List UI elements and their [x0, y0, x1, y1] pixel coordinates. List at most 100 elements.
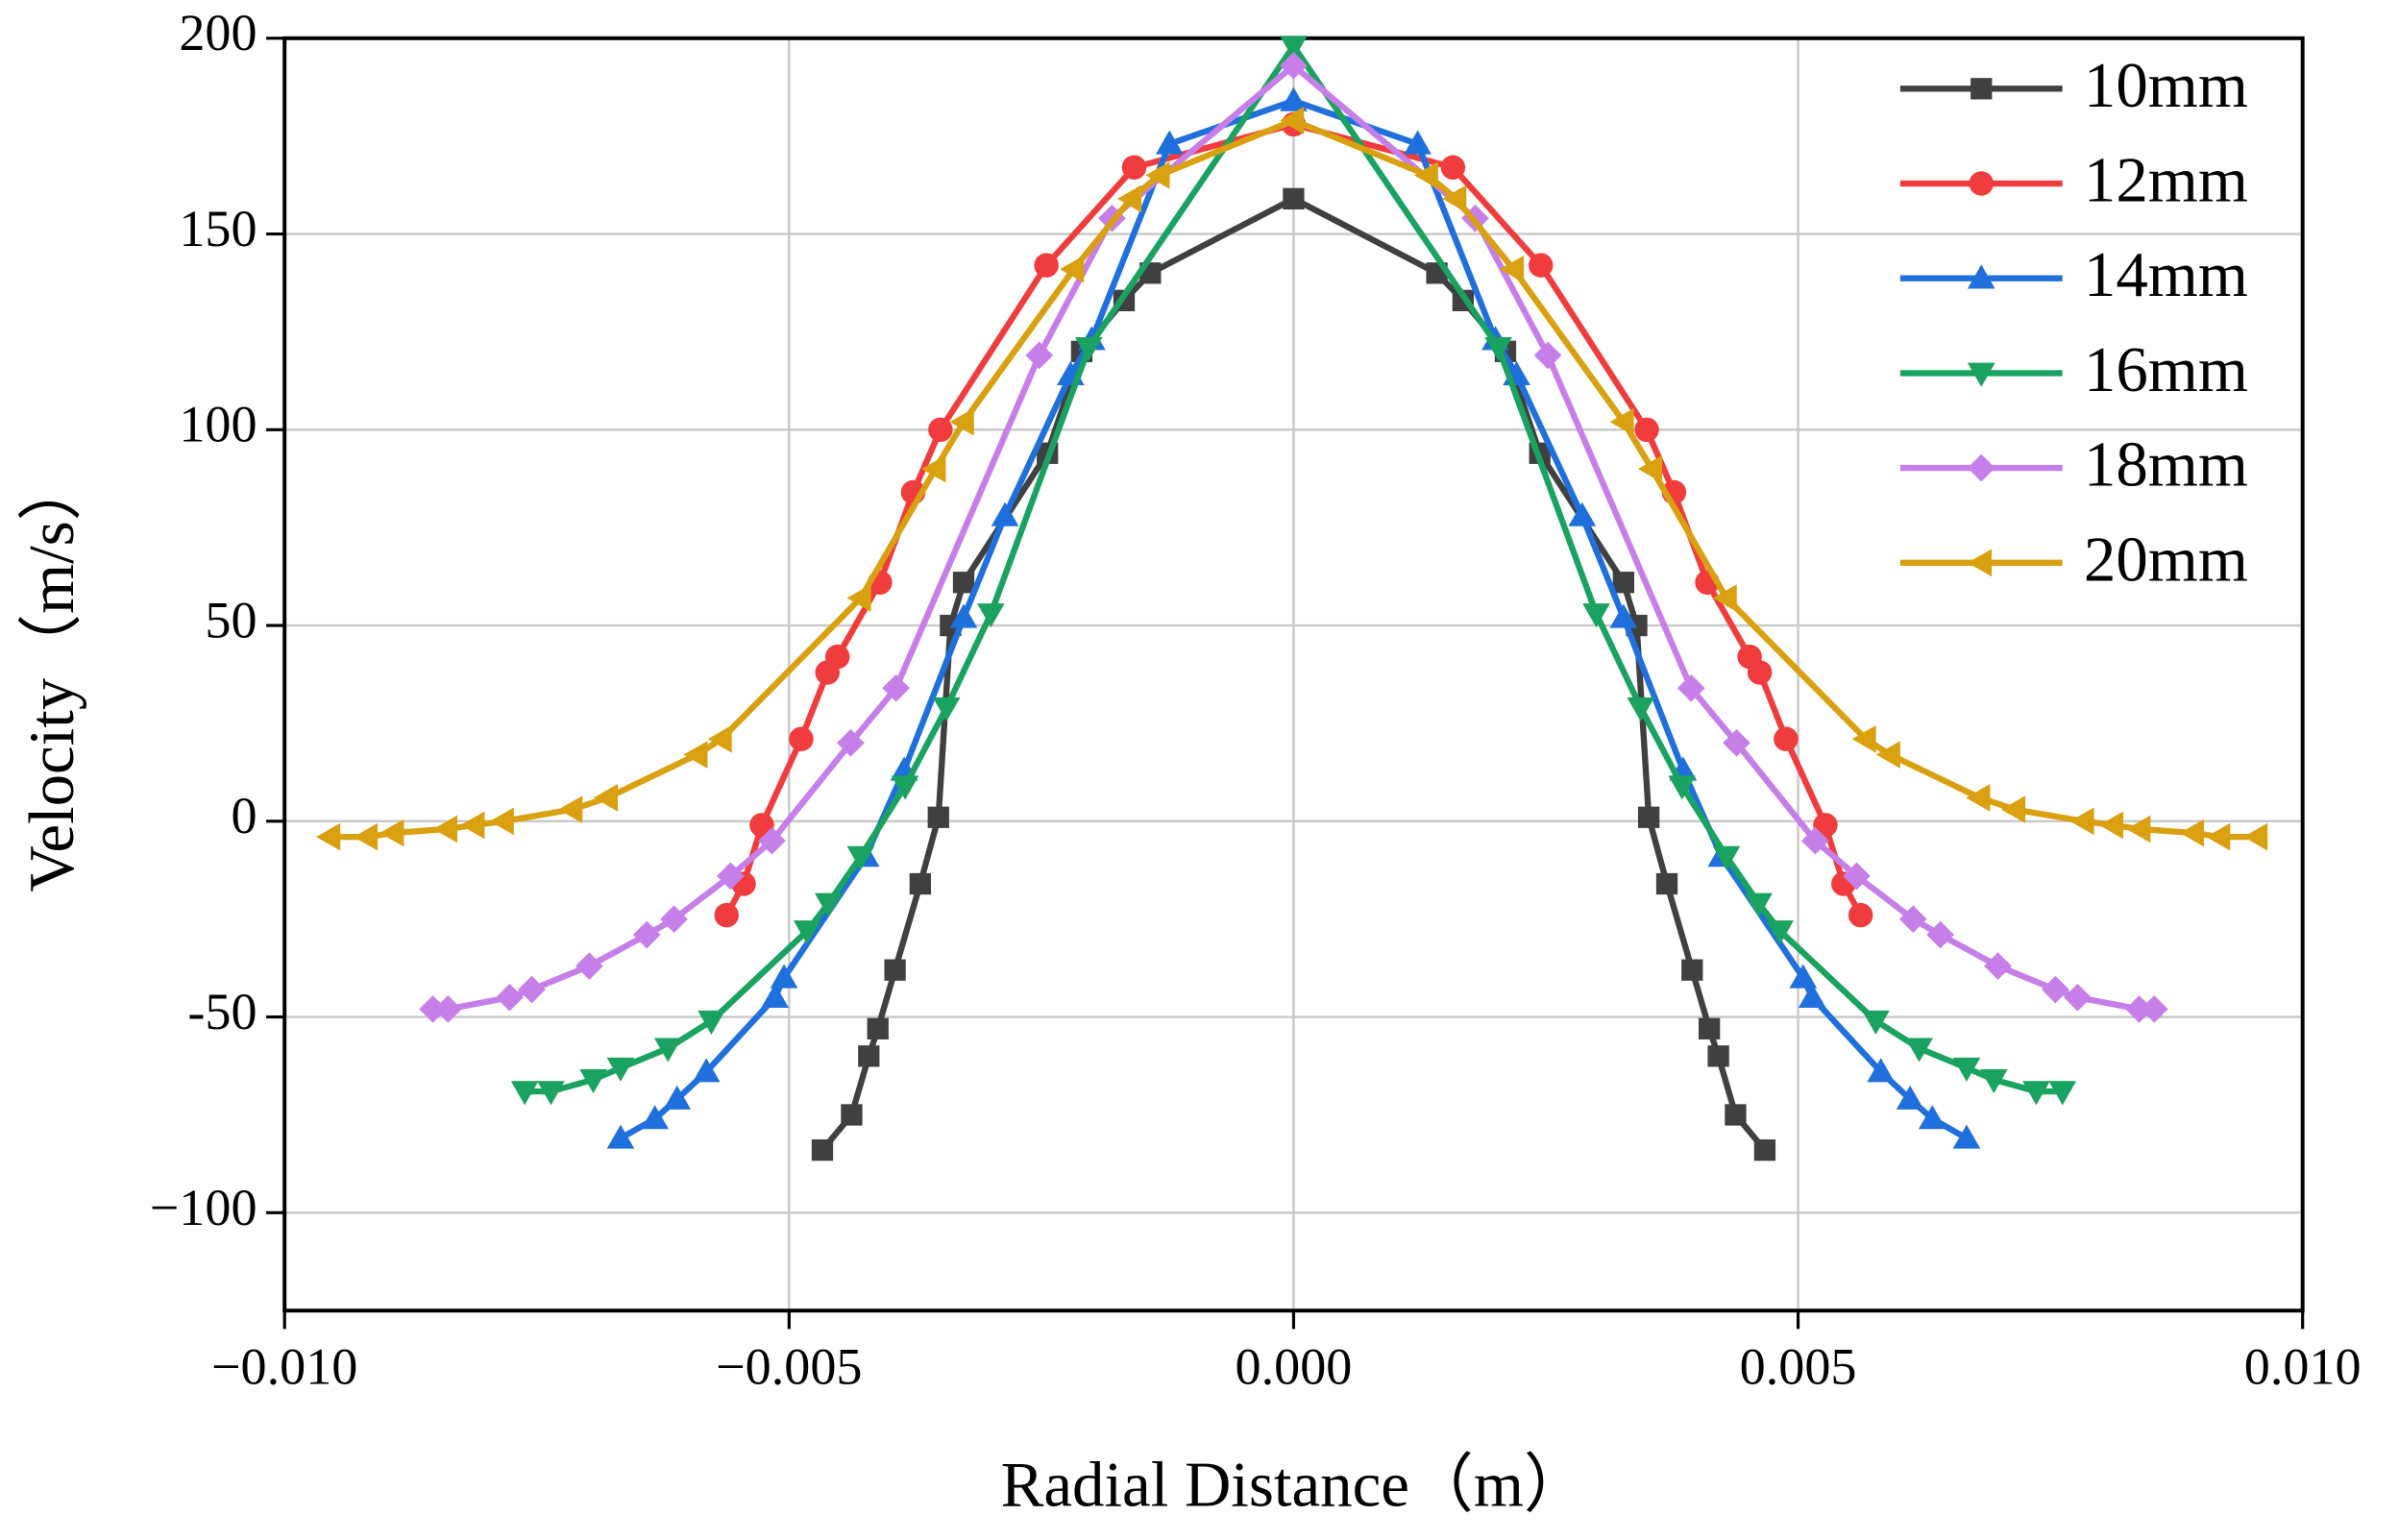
- data-point: [1707, 1045, 1729, 1067]
- data-point: [1074, 336, 1103, 362]
- data-point: [1280, 107, 1305, 134]
- data-point: [518, 975, 546, 1004]
- data-point: [489, 807, 514, 836]
- data-point: [434, 995, 462, 1023]
- data-point: [683, 741, 708, 769]
- legend-label: 18mm: [2084, 429, 2248, 501]
- data-point: [316, 822, 341, 851]
- data-point: [811, 1138, 834, 1161]
- data-point: [606, 1057, 635, 1082]
- x-axis-title: Radial Distance（m）: [1001, 1449, 1588, 1520]
- legend-label: 10mm: [2084, 50, 2248, 121]
- y-tick-label: 50: [205, 591, 257, 648]
- data-point: [1060, 255, 1085, 283]
- data-point: [932, 697, 961, 721]
- data-point: [952, 572, 975, 594]
- data-point: [1413, 161, 1438, 189]
- data-point: [1851, 724, 1876, 753]
- data-point: [814, 892, 843, 917]
- data-point: [1747, 660, 1773, 685]
- data-point: [1952, 1124, 1981, 1149]
- data-point: [1984, 952, 2012, 980]
- data-point: [1582, 603, 1610, 628]
- data-point: [2098, 811, 2123, 840]
- data-point: [1677, 673, 1705, 702]
- data-point: [770, 964, 798, 989]
- data-point: [1609, 407, 1634, 436]
- data-point: [884, 959, 906, 981]
- data-point: [991, 501, 1019, 526]
- data-point: [1952, 1057, 1981, 1082]
- data-point: [537, 1081, 565, 1106]
- y-tick-label: -50: [187, 983, 257, 1040]
- x-tick-label: 0.005: [1740, 1337, 1857, 1395]
- data-point: [1500, 255, 1525, 283]
- data-point: [1145, 161, 1170, 189]
- data-point: [858, 1045, 880, 1067]
- legend-marker: [1969, 171, 1994, 196]
- data-point: [921, 454, 946, 483]
- x-tick-label: 0.010: [2244, 1337, 2362, 1395]
- data-point: [714, 902, 739, 928]
- y-tick-label: −100: [150, 1179, 257, 1236]
- data-point: [1862, 1010, 1890, 1035]
- data-point: [579, 1069, 607, 1094]
- data-point: [707, 724, 732, 753]
- legend-label: 20mm: [2084, 524, 2248, 595]
- data-point: [2243, 822, 2268, 851]
- data-point: [1681, 959, 1703, 981]
- legend-marker: [1967, 453, 1995, 482]
- data-point: [663, 1085, 692, 1110]
- data-point: [1774, 726, 1799, 751]
- data-point: [824, 644, 850, 670]
- data-point: [1918, 1105, 1946, 1130]
- y-tick-label: 100: [179, 396, 257, 453]
- data-point: [593, 784, 619, 812]
- data-point: [1766, 920, 1794, 945]
- data-point: [575, 952, 603, 980]
- data-point: [1723, 728, 1750, 757]
- data-point: [1025, 341, 1054, 370]
- data-point: [1627, 697, 1655, 721]
- data-point: [1875, 741, 1900, 769]
- data-point: [841, 1104, 863, 1126]
- data-point: [1609, 603, 1638, 628]
- data-point: [692, 1058, 721, 1083]
- data-point: [2022, 1081, 2050, 1106]
- data-point: [353, 822, 379, 851]
- data-point: [837, 728, 865, 757]
- y-tick-label: 150: [179, 200, 257, 257]
- y-axis-title: Velocity（m/s）: [16, 456, 87, 892]
- data-point: [1725, 1104, 1747, 1126]
- data-point: [1668, 775, 1697, 800]
- data-point: [2179, 819, 2204, 847]
- data-point: [558, 795, 583, 823]
- data-point: [641, 1105, 669, 1130]
- data-point: [1848, 902, 1873, 928]
- legend-marker: [1967, 549, 1993, 577]
- data-point: [1926, 920, 1954, 949]
- data-point: [1280, 36, 1308, 61]
- data-point: [2048, 1081, 2077, 1106]
- data-point: [1905, 1038, 1933, 1063]
- data-point: [882, 673, 910, 702]
- data-point: [1798, 983, 1826, 1008]
- data-point: [1843, 862, 1871, 891]
- data-point: [460, 811, 485, 840]
- data-point: [1634, 417, 1659, 443]
- x-tick-label: −0.005: [716, 1337, 862, 1395]
- data-point: [928, 417, 953, 443]
- data-point: [2042, 975, 2069, 1004]
- data-point: [1283, 187, 1305, 210]
- legend-marker: [1967, 362, 1995, 387]
- data-point: [1612, 572, 1635, 594]
- data-point: [977, 603, 1005, 628]
- data-point: [1698, 1017, 1721, 1039]
- data-point: [2206, 822, 2231, 851]
- data-point: [1867, 1058, 1896, 1083]
- legend-label: 12mm: [2084, 145, 2248, 216]
- data-point: [717, 862, 745, 891]
- data-point: [1966, 784, 1991, 812]
- data-point: [510, 1081, 539, 1106]
- data-point: [1280, 86, 1308, 111]
